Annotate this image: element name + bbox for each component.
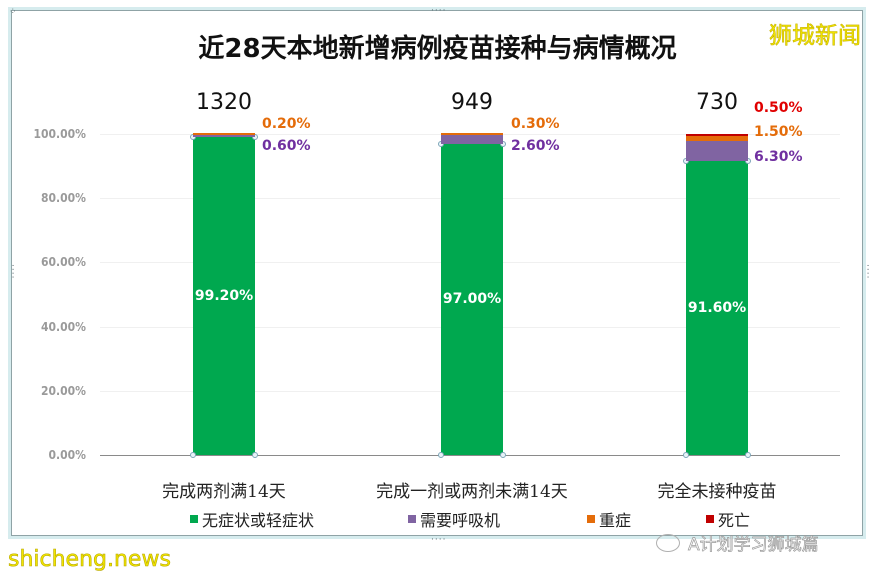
bar-segment[interactable] <box>193 134 255 137</box>
chart-title: 近28天本地新增病例疫苗接种与病情概况 <box>198 34 677 64</box>
data-label-ventilator: 0.60% <box>262 138 311 154</box>
data-label-ventilator: 2.60% <box>511 138 560 154</box>
bar-segment[interactable] <box>686 133 748 136</box>
wechat-icon <box>656 533 680 552</box>
brand-logo: 狮城新闻 <box>769 23 862 50</box>
chart-frame[interactable] <box>8 7 866 539</box>
selection-handle[interactable] <box>252 133 258 140</box>
bar-segment[interactable] <box>193 136 255 455</box>
category-label: 完成一剂或两剂未满14天 <box>376 482 568 502</box>
selection-handle[interactable] <box>683 452 689 458</box>
selection-handle[interactable] <box>500 452 506 458</box>
y-tick-0: 0.00% <box>48 448 86 462</box>
bar-segment[interactable] <box>686 135 748 141</box>
chart-frame-border <box>11 10 863 536</box>
data-label-mild: 97.00% <box>442 291 502 308</box>
resize-handle-top[interactable]: ···· <box>431 6 447 16</box>
legend-item-severe[interactable]: 重症 <box>587 507 631 531</box>
total-label: 730 <box>696 90 738 115</box>
legend-item-mild[interactable]: 无症状或轻症状 <box>190 507 314 531</box>
legend-label: 无症状或轻症状 <box>202 511 315 530</box>
legend-swatch-icon <box>587 515 595 523</box>
y-tick-60: 60.00% <box>41 255 86 269</box>
category-label: 完全未接种疫苗 <box>657 482 777 502</box>
legend-swatch-icon <box>408 515 416 523</box>
data-label-severe: 0.30% <box>511 116 560 132</box>
resize-handle-left[interactable]: ···· <box>7 264 17 280</box>
data-label-ventilator: 6.30% <box>754 149 803 165</box>
total-label: 949 <box>451 90 493 115</box>
bar-stack[interactable]: 97.00% <box>438 133 506 458</box>
bar-stack[interactable]: 91.60% <box>683 133 751 458</box>
selection-handle[interactable] <box>190 452 196 458</box>
bar-segment[interactable] <box>193 132 255 135</box>
watermark-account-label: A计划学习狮城篇 <box>688 535 819 556</box>
y-tick-80: 80.00% <box>41 191 86 205</box>
y-tick-40: 40.00% <box>41 320 86 334</box>
watermark-site: shicheng.news <box>8 547 172 573</box>
bar-segment[interactable] <box>686 160 748 455</box>
legend-item-ventilator[interactable]: 需要呼吸机 <box>408 507 500 531</box>
category-label: 完成两剂满14天 <box>162 482 286 502</box>
legend-label: 死亡 <box>718 511 751 530</box>
resize-handle-right[interactable]: ···· <box>862 264 872 280</box>
bar-segment[interactable] <box>441 135 503 144</box>
data-label-severe: 1.50% <box>754 124 803 140</box>
total-label: 1320 <box>196 90 252 115</box>
selection-handle[interactable] <box>252 452 258 458</box>
x-axis-line <box>100 455 840 456</box>
selection-handle[interactable] <box>438 452 444 458</box>
bar-segment[interactable] <box>441 143 503 455</box>
y-tick-20: 20.00% <box>41 384 86 398</box>
legend-label: 重症 <box>599 511 632 530</box>
resize-handle-top-left[interactable]: ⁘ <box>9 7 18 17</box>
resize-handle-bottom[interactable]: ···· <box>431 535 447 545</box>
bar-segment[interactable] <box>441 133 503 136</box>
data-label-severe: 0.20% <box>262 116 311 132</box>
selection-handle[interactable] <box>745 452 751 458</box>
data-label-mild: 91.60% <box>687 299 747 316</box>
bar-stack[interactable]: 99.20% <box>190 132 258 458</box>
legend-swatch-icon <box>190 515 198 523</box>
data-label-death: 0.50% <box>754 100 803 116</box>
bar-segment[interactable] <box>686 140 748 161</box>
watermark-account: A计划学习狮城篇 <box>656 530 819 555</box>
legend-item-death[interactable]: 死亡 <box>706 507 750 531</box>
y-tick-100: 100.00% <box>33 127 86 141</box>
data-label-mild: 99.20% <box>194 287 254 304</box>
legend-label: 需要呼吸机 <box>420 511 501 530</box>
legend-swatch-icon <box>706 515 714 523</box>
